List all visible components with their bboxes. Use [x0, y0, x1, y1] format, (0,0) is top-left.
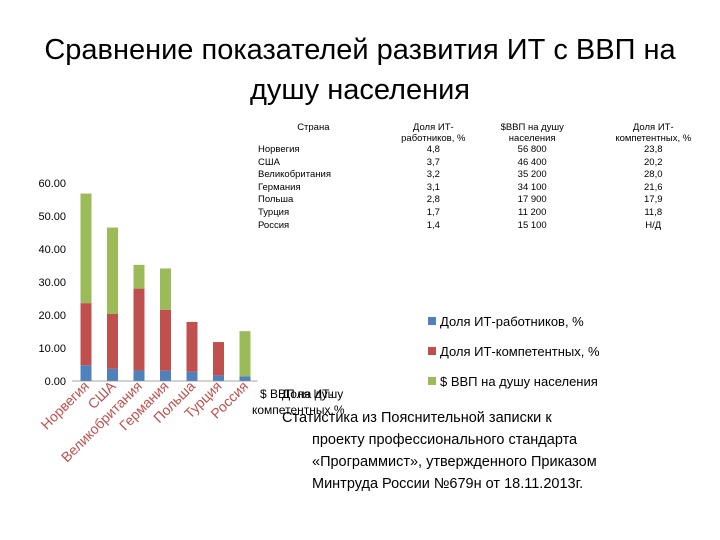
cell-gdp: 56 800 — [517, 144, 547, 155]
bar-segment — [160, 309, 171, 371]
bar-segment — [80, 193, 92, 304]
bar-segment — [107, 368, 118, 381]
cell-gdp: 46 400 — [517, 156, 547, 168]
cell-it-competent: 23,8 — [644, 144, 663, 155]
bar-segment — [239, 376, 251, 381]
chart-legend: Доля ИТ-работников, % Доля ИТ-компетентн… — [428, 306, 600, 396]
table-row: Великобритания 3,2 35 200 28,0 — [258, 169, 720, 182]
table-row: Турция 1,7 11 200 11,8 — [258, 207, 720, 220]
cell-country: Россия — [258, 219, 290, 231]
legend-item-gdp: $ ВВП на душу населения — [428, 366, 600, 396]
source-line: Минтруда России №679н от 18.11.2013г. — [312, 476, 584, 492]
bar-segment — [133, 264, 145, 289]
cell-country: Великобритания — [258, 169, 331, 181]
y-tick-label: 40.00 — [38, 244, 66, 256]
header-country: Страна — [297, 122, 330, 133]
y-tick-label: 10.00 — [38, 343, 66, 355]
legend-label: Доля ИТ-компетентных, % — [440, 343, 600, 359]
table-row: Польша 2,8 17 900 17,9 — [258, 194, 720, 207]
y-tick-label: 50.00 — [38, 211, 66, 223]
table-row: Норвегия 4,8 56 800 23,8 — [258, 144, 720, 157]
y-tick-label: 60.00 — [38, 178, 66, 190]
legend-swatch — [428, 317, 436, 325]
cell-it-workers: 1,4 — [426, 219, 440, 231]
table-row: Россия 1,4 15 100 Н/Д — [258, 220, 720, 233]
header-gdp: $ВВП на душу населения — [500, 122, 564, 144]
table-row: Германия 3,1 34 100 21,6 — [258, 182, 720, 195]
y-tick-label: 30.00 — [38, 277, 66, 289]
cell-it-competent: 11,8 — [644, 206, 663, 218]
cell-it-workers: 1,7 — [426, 206, 440, 218]
overlap-label: компетентных,% — [252, 403, 345, 417]
cell-gdp: 34 100 — [517, 181, 547, 193]
bar-segment — [186, 321, 198, 372]
legend-item-it-workers: Доля ИТ-работников, % — [428, 306, 600, 336]
source-line: Статистика из Пояснительной записки к — [282, 410, 552, 426]
data-table: Страна Доля ИТ-работников, % $ВВП на душ… — [258, 122, 720, 232]
source-line: «Программист», утвержденного Приказом — [312, 454, 597, 470]
cell-country: Польша — [258, 194, 294, 206]
header-it-competent: Доля ИТ-компетентных, % — [615, 122, 692, 144]
cell-gdp: 15 100 — [517, 219, 547, 231]
cell-gdp: 11 200 — [518, 206, 547, 218]
cell-country: Норвегия — [258, 144, 300, 155]
bar-segment — [213, 375, 224, 381]
overlap-label: $ ВВП на душу — [260, 387, 343, 401]
bar-segment — [80, 365, 92, 381]
bar-segment — [160, 370, 171, 381]
cell-it-competent: 20,2 — [644, 156, 663, 168]
cell-it-competent: 21,6 — [644, 181, 663, 193]
legend-label: Доля ИТ-работников, % — [440, 313, 584, 329]
cell-it-competent: 17,9 — [644, 194, 663, 206]
bar-segment — [186, 371, 198, 381]
cell-it-workers: 3,1 — [426, 181, 440, 193]
table-header-row: Страна Доля ИТ-работников, % $ВВП на душ… — [258, 122, 720, 144]
legend-label: $ ВВП на душу населения — [440, 373, 598, 389]
source-note: Статистика из Пояснительной записки к пр… — [282, 407, 672, 495]
bar-segment — [133, 288, 145, 371]
cell-it-workers: 3,2 — [426, 169, 440, 181]
bar-segment — [133, 370, 145, 381]
legend-swatch — [428, 347, 436, 355]
bar-segment — [80, 303, 92, 366]
cell-it-competent: 28,0 — [644, 169, 663, 181]
y-tick-label: 0.00 — [45, 376, 66, 388]
overlap-label: Доля ИТ- — [282, 387, 333, 401]
y-tick-label: 20.00 — [38, 310, 66, 322]
cell-gdp: 17 900 — [517, 194, 547, 206]
header-it-workers: Доля ИТ-работников, % — [401, 122, 466, 144]
cell-it-workers: 3,7 — [426, 156, 440, 168]
cell-gdp: 35 200 — [517, 169, 547, 181]
cell-country: США — [258, 156, 280, 168]
cell-country: Турция — [258, 206, 290, 218]
cell-it-workers: 2,8 — [426, 194, 440, 206]
cell-it-competent: Н/Д — [645, 219, 662, 231]
bar-segment — [107, 227, 118, 315]
bar-segment — [213, 342, 224, 376]
slide-title: Сравнение показателей развития ИТ с ВВП … — [44, 34, 676, 106]
source-line: проекту профессионального стандарта — [312, 432, 578, 448]
legend-item-it-competent: Доля ИТ-компетентных, % — [428, 336, 600, 366]
bar-segment — [239, 331, 251, 377]
bar-segment — [107, 314, 118, 369]
legend-swatch — [428, 377, 436, 385]
bar-segment — [160, 268, 171, 310]
cell-country: Германия — [258, 181, 301, 193]
table-row: США 3,7 46 400 20,2 — [258, 157, 720, 170]
cell-it-workers: 4,8 — [426, 144, 440, 155]
